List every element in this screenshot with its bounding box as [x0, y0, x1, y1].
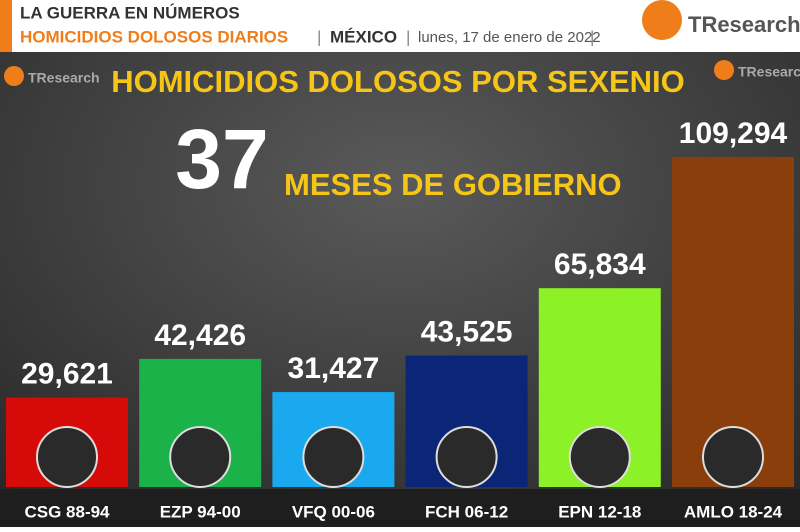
portrait: [169, 426, 232, 488]
header-date: lunes, 17 de enero de 2022: [418, 29, 601, 46]
value-label: 65,834: [554, 248, 646, 281]
value-label: 29,621: [21, 357, 113, 390]
value-label: 42,426: [154, 319, 246, 352]
chart-title: HOMICIDIOS DOLOSOS POR SEXENIO: [111, 64, 685, 99]
separator: |: [590, 27, 594, 46]
header-country: MÉXICO: [330, 27, 397, 46]
logo-small: TResearch: [738, 64, 800, 80]
logo-icon: [4, 66, 24, 86]
value-label: 31,427: [288, 352, 380, 385]
portrait: [702, 426, 764, 488]
category-label: VFQ 00-06: [292, 502, 375, 521]
highlight-number: 37: [175, 112, 268, 206]
logo-icon: [714, 60, 734, 80]
logo-small: TResearch: [28, 70, 100, 86]
portrait: [568, 426, 631, 488]
value-label: 109,294: [679, 117, 788, 150]
category-label: AMLO 18-24: [684, 502, 783, 521]
header-subtitle: HOMICIDIOS DOLOSOS DIARIOS: [20, 27, 288, 46]
logo: TResearch: [688, 12, 800, 37]
logo-icon: [642, 0, 682, 40]
portrait: [435, 426, 498, 488]
highlight-text: MESES DE GOBIERNO: [284, 167, 622, 202]
value-label: 43,525: [421, 315, 513, 348]
label-band: [0, 489, 800, 527]
separator: |: [317, 27, 321, 46]
category-label: FCH 06-12: [425, 502, 508, 521]
portrait: [302, 426, 365, 488]
category-label: EPN 12-18: [558, 502, 641, 521]
portrait: [36, 426, 98, 488]
header-kicker: LA GUERRA EN NÚMEROS: [20, 3, 240, 22]
category-label: CSG 88-94: [24, 502, 110, 521]
header-accent: [0, 0, 12, 52]
separator: |: [406, 27, 410, 46]
category-label: EZP 94-00: [160, 502, 241, 521]
